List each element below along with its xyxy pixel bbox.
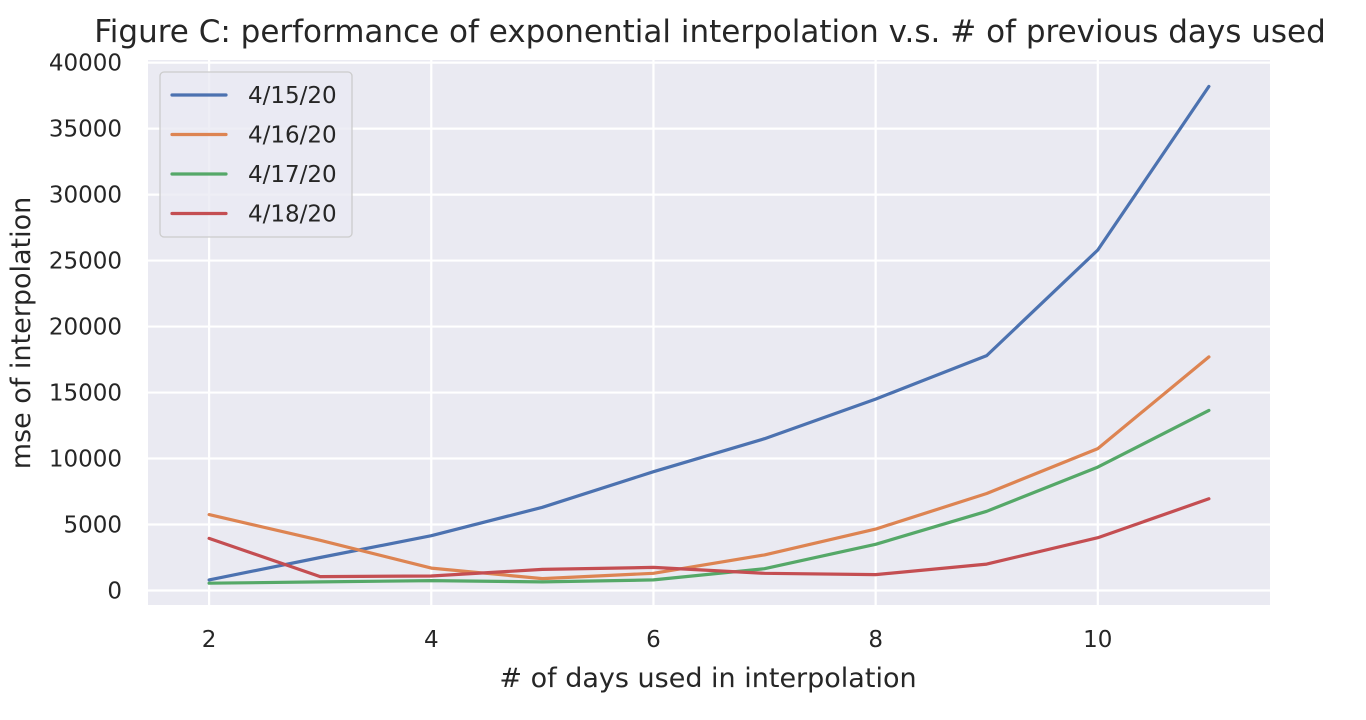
grid-lines [148, 60, 1270, 605]
x-tick-label: 2 [202, 627, 217, 653]
y-tick-label: 30000 [49, 183, 122, 209]
series-line-4-16-20 [207, 355, 1211, 581]
chart-title: Figure C: performance of exponential int… [94, 14, 1326, 50]
y-axis-ticks: 0 5000 10000 15000 20000 25000 30000 35000 40000 [49, 51, 122, 605]
y-tick-label: 0 [107, 578, 122, 604]
legend-label: 4/18/20 [248, 202, 337, 228]
legend-label: 4/16/20 [248, 123, 337, 149]
x-tick-label: 8 [868, 627, 883, 653]
series-line-4-15-20 [207, 84, 1211, 582]
y-tick-label: 25000 [49, 249, 122, 275]
y-tick-label: 10000 [49, 447, 122, 473]
y-tick-label: 35000 [49, 117, 122, 143]
y-tick-label: 5000 [63, 513, 122, 539]
x-tick-label: 10 [1083, 627, 1112, 653]
series-line-4-17-20 [207, 408, 1211, 585]
y-axis-label: mse of interpolation [6, 197, 37, 470]
y-tick-label: 15000 [49, 381, 122, 407]
legend-label: 4/15/20 [248, 83, 337, 109]
y-tick-label: 20000 [49, 315, 122, 341]
x-axis-label: # of days used in interpolation [499, 663, 916, 694]
legend-frame [159, 71, 353, 238]
x-axis-ticks: 2 4 6 8 10 [202, 627, 1113, 653]
y-tick-label: 40000 [49, 51, 122, 77]
x-tick-label: 6 [646, 627, 661, 653]
legend: 4/15/20 4/16/20 4/17/20 4/18/20 [159, 71, 353, 238]
series-lines [207, 84, 1211, 585]
legend-label: 4/17/20 [248, 162, 337, 188]
x-tick-label: 4 [424, 627, 439, 653]
series-line-4-18-20 [207, 497, 1211, 579]
